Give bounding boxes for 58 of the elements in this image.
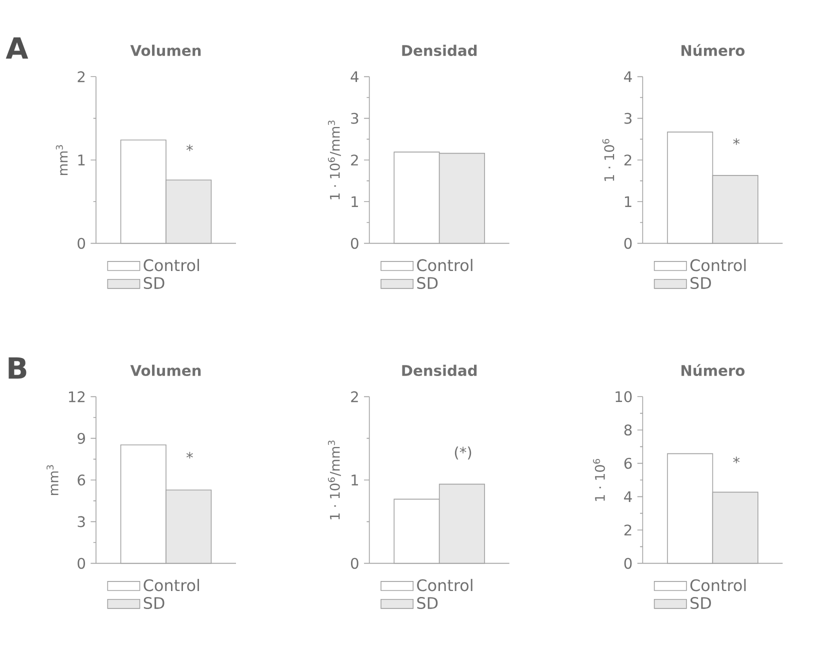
- y-tick-label: 0: [624, 558, 632, 569]
- y-tick-label: 8: [624, 424, 632, 436]
- y-tick-label: 1: [78, 154, 85, 166]
- y-axis-title: 1 · 10$^{6}$: [602, 138, 614, 181]
- y-axis-title: mm$^{3}$: [46, 465, 58, 496]
- y-tick-label: 9: [78, 432, 85, 444]
- y-tick-label: 3: [351, 112, 358, 124]
- annotation: *: [733, 138, 740, 145]
- legend-label: Control: [417, 578, 472, 592]
- chart-title: Densidad: [402, 364, 477, 376]
- y-tick-label: 0: [350, 558, 358, 569]
- y-tick-label: 1: [352, 474, 358, 486]
- y-tick-label: 1: [352, 196, 358, 207]
- legend-label: SD: [417, 596, 438, 610]
- legend-label: Control: [690, 258, 746, 272]
- y-tick-label: 12: [69, 391, 85, 402]
- y-tick-label: 4: [350, 71, 359, 82]
- chart-title: Densidad: [402, 44, 477, 56]
- y-axis-title: 1 · 10$^{6}$/mm$^{3}$: [328, 120, 341, 200]
- y-tick-label: 0: [78, 238, 86, 249]
- y-tick-label: 3: [78, 516, 85, 528]
- legend-label: SD: [690, 276, 711, 290]
- legend-label: SD: [144, 596, 164, 610]
- legend-label: Control: [690, 578, 746, 592]
- y-axis-title: mm$^{3}$: [56, 145, 68, 176]
- legend-label: SD: [417, 276, 438, 290]
- chart-title: Volumen: [130, 364, 201, 376]
- legend-label: Control: [144, 258, 199, 272]
- y-tick-label: 6: [78, 474, 86, 486]
- annotation: (*): [454, 446, 472, 460]
- legend-label: SD: [144, 276, 164, 290]
- y-tick-label: 2: [624, 154, 632, 166]
- y-tick-label: 10: [616, 391, 632, 402]
- y-tick-label: 4: [624, 71, 632, 82]
- y-axis-title: 1 · 10$^{6}$: [593, 458, 605, 501]
- chart-title: Número: [682, 44, 745, 56]
- y-tick-label: 6: [624, 458, 632, 469]
- text: A: [6, 37, 28, 59]
- annotation: *: [186, 452, 193, 459]
- y-tick-label: 4: [624, 491, 632, 502]
- y-tick-label: 2: [78, 71, 85, 82]
- y-tick-label: 1: [624, 196, 632, 207]
- annotation: *: [186, 144, 193, 152]
- y-tick-label: 0: [624, 238, 632, 249]
- y-tick-label: 3: [624, 112, 632, 124]
- chart-title: Volumen: [130, 44, 201, 56]
- y-axis-title: 1 · 10$^{6}$/mm$^{3}$: [328, 440, 341, 520]
- y-tick-label: 0: [350, 238, 358, 249]
- y-tick-label: 2: [351, 154, 358, 166]
- chart-title: Número: [682, 364, 745, 376]
- y-tick-label: 2: [351, 391, 358, 402]
- legend-label: Control: [144, 578, 199, 592]
- legend-label: SD: [690, 596, 711, 610]
- text: B: [8, 357, 26, 379]
- y-tick-label: 0: [78, 558, 86, 569]
- legend-label: Control: [417, 258, 472, 272]
- y-tick-label: 2: [624, 524, 632, 536]
- annotation: *: [733, 456, 740, 464]
